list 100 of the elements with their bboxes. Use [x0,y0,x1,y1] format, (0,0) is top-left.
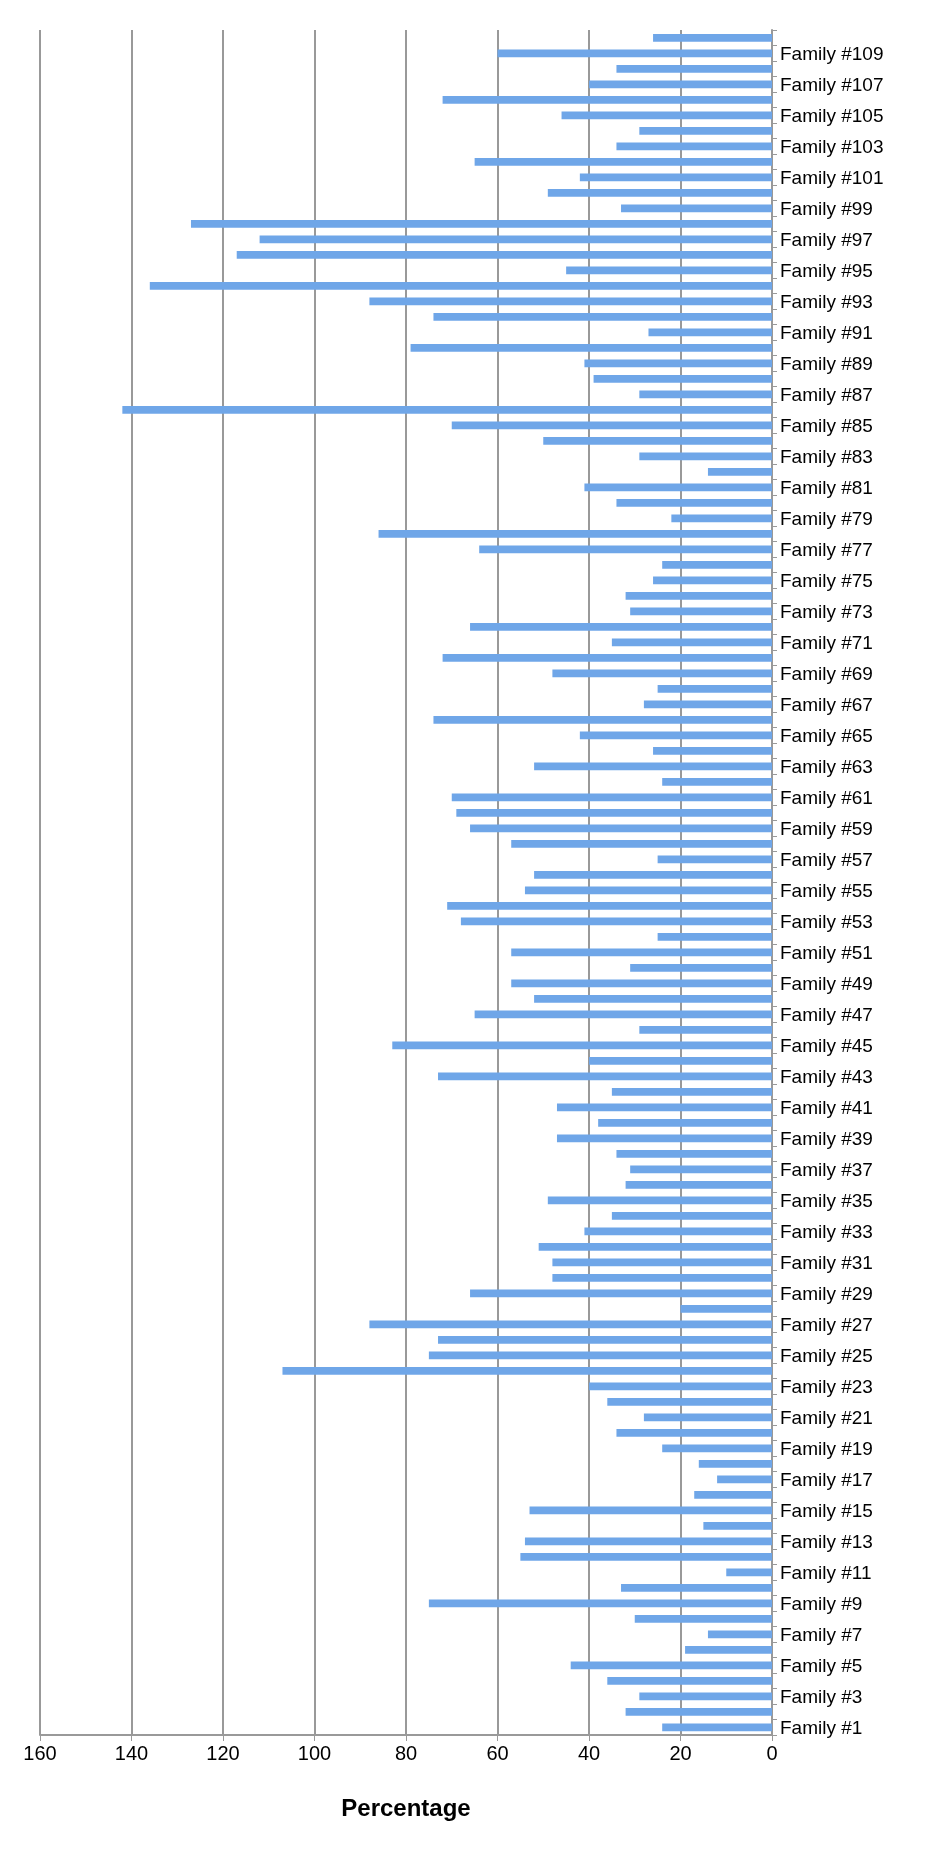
bar [451,421,772,430]
x-tick-label: 140 [114,1742,149,1764]
bar [611,1087,772,1096]
bar [579,173,772,182]
bar [643,700,772,709]
bar [524,1537,772,1546]
bar [616,1428,772,1437]
bar [470,1289,772,1298]
bar [538,1242,772,1251]
bar [584,483,772,492]
y-tick-label: Family #19 [780,1437,873,1459]
bar [639,1692,772,1701]
y-tick-label: Family #1 [780,1716,863,1738]
y-tick-label: Family #83 [780,445,873,467]
bar [378,529,772,538]
y-tick-label: Family #47 [780,1003,873,1025]
bar [470,824,772,833]
x-tick-label: 0 [766,1742,778,1764]
y-tick-label: Family #79 [780,507,873,529]
bar [547,188,772,197]
bar [698,1459,772,1468]
bar [520,1552,772,1561]
bar [694,1490,772,1499]
bar [474,1010,772,1019]
bar [611,638,772,647]
bar [149,281,772,290]
bar [410,343,772,352]
bar [543,436,772,445]
bar [625,1707,772,1716]
y-tick-label: Family #75 [780,569,873,591]
bar [657,932,772,941]
x-tick-label: 100 [297,1742,332,1764]
bar [451,793,772,802]
bar [653,33,772,42]
y-tick-label: Family #101 [780,166,884,188]
y-tick-label: Family #11 [780,1561,872,1583]
bar [707,1630,772,1639]
y-tick-label: Family #63 [780,755,873,777]
y-tick-label: Family #95 [780,259,873,281]
bar [625,1180,772,1189]
y-tick-label: Family #29 [780,1282,873,1304]
bar [662,560,772,569]
bar [470,622,772,631]
bar [369,1320,772,1329]
bar [428,1599,772,1608]
y-tick-label: Family #31 [780,1251,873,1273]
bar [589,1382,772,1391]
bar [607,1676,772,1685]
bar [570,1661,772,1670]
bar [392,1041,772,1050]
bar [556,1103,772,1112]
x-axis-title: Percentage [341,1793,471,1821]
bar [703,1521,772,1530]
x-tick-label: 40 [577,1742,601,1764]
bar [236,250,772,259]
bar [657,855,772,864]
bar [438,1335,772,1344]
bar [474,157,772,166]
bar [456,808,772,817]
bar [438,1072,772,1081]
bar [534,994,772,1003]
bar [639,390,772,399]
y-tick-label: Family #17 [780,1468,873,1490]
bar [621,204,772,213]
bar [616,498,772,507]
bar [534,870,772,879]
bar [616,1149,772,1158]
y-tick-label: Family #107 [780,73,884,95]
bar [259,235,772,244]
y-tick-label: Family #51 [780,941,873,963]
y-tick-label: Family #97 [780,228,873,250]
bar [634,1614,772,1623]
y-tick-label: Family #69 [780,662,873,684]
bar [552,1258,772,1267]
bar [428,1351,772,1360]
bar [662,777,772,786]
bar [547,1196,772,1205]
y-tick-label: Family #39 [780,1127,873,1149]
bar [616,142,772,151]
bar [552,669,772,678]
bar [671,514,772,523]
bar [662,1444,772,1453]
bar [447,901,772,910]
bar [584,1227,772,1236]
y-tick-label: Family #35 [780,1189,873,1211]
y-tick-label: Family #93 [780,290,873,312]
y-tick-label: Family #103 [780,135,884,157]
y-tick-label: Family #3 [780,1685,863,1707]
bar [639,126,772,135]
y-tick-label: Family #49 [780,972,873,994]
y-tick-label: Family #91 [780,321,873,343]
y-tick-label: Family #33 [780,1220,873,1242]
y-tick-label: Family #23 [780,1375,873,1397]
bar [717,1475,772,1484]
y-tick-label: Family #65 [780,724,873,746]
bar [607,1397,772,1406]
bar [611,1211,772,1220]
y-tick-label: Family #105 [780,104,884,126]
y-tick-label: Family #25 [780,1344,873,1366]
x-tick-label: 20 [669,1742,692,1764]
